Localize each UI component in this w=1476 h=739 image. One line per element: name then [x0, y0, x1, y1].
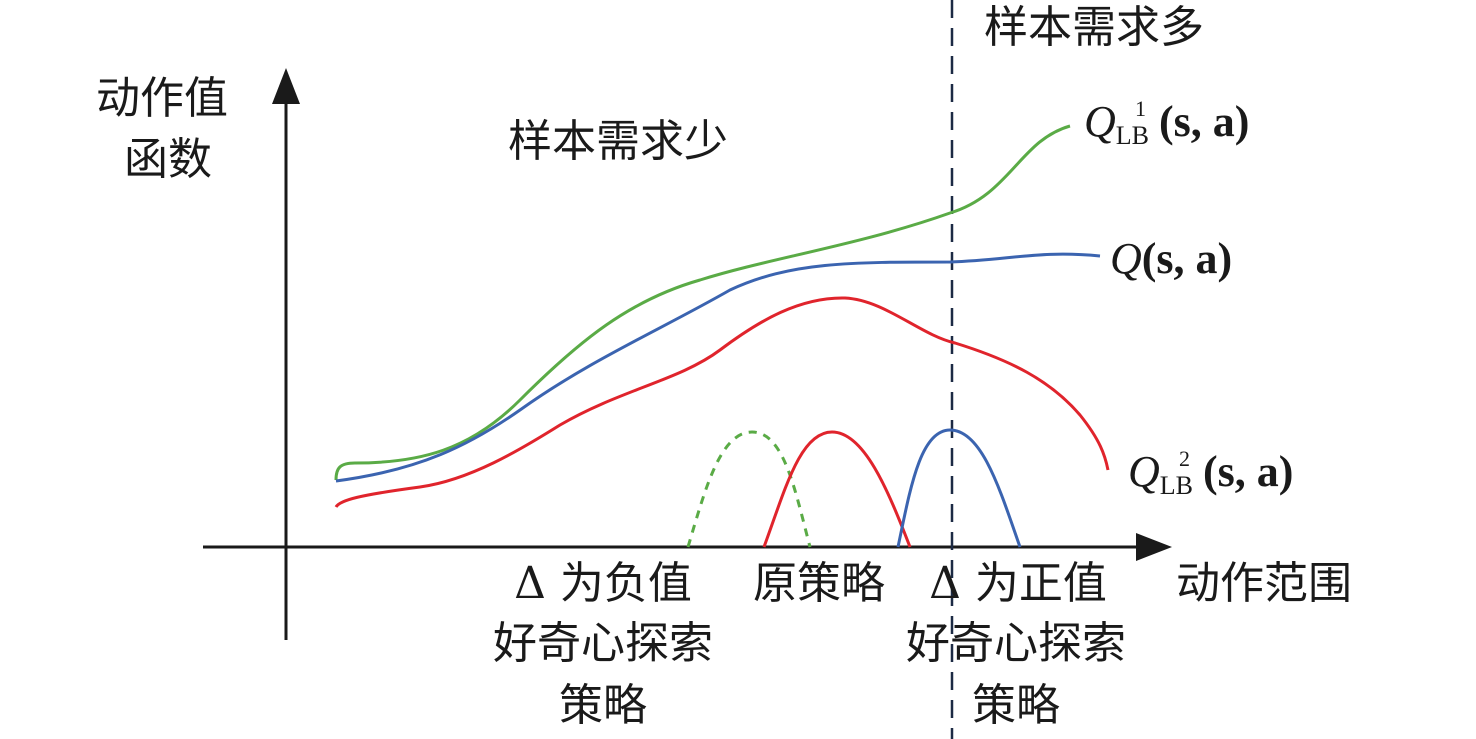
y-axis-label-line2: 函数 [124, 138, 212, 182]
q-lb2-label: QLB2 (s, a) [1128, 450, 1293, 494]
negative-policy-curve [688, 432, 810, 547]
x-axis-arrowhead [1136, 533, 1172, 561]
x-axis-label: 动作范围 [1176, 562, 1352, 606]
positive-policy-label-line3: 策略 [886, 684, 1146, 728]
positive-policy-curve [898, 430, 1020, 547]
original-policy-curve [764, 432, 910, 547]
q-lb1-label: QLB1 (s, a) [1084, 100, 1249, 144]
positive-policy-label-line2: 好奇心探索 [886, 622, 1146, 666]
negative-policy-label-line2: 好奇心探索 [476, 622, 730, 666]
positive-policy-label-line1: Δ 为正值 [898, 562, 1138, 606]
region-left-label: 样本需求少 [508, 120, 728, 164]
q-lb1-curve [336, 126, 1070, 480]
q-label: Q(s, a) [1110, 237, 1232, 281]
negative-policy-label-line1: Δ 为负值 [476, 562, 730, 606]
original-policy-label: 原策略 [734, 562, 904, 606]
negative-policy-label-line3: 策略 [476, 684, 730, 728]
y-axis-arrowhead [272, 68, 300, 104]
region-right-label: 样本需求多 [984, 6, 1204, 50]
y-axis-label-line1: 动作值 [96, 77, 228, 121]
